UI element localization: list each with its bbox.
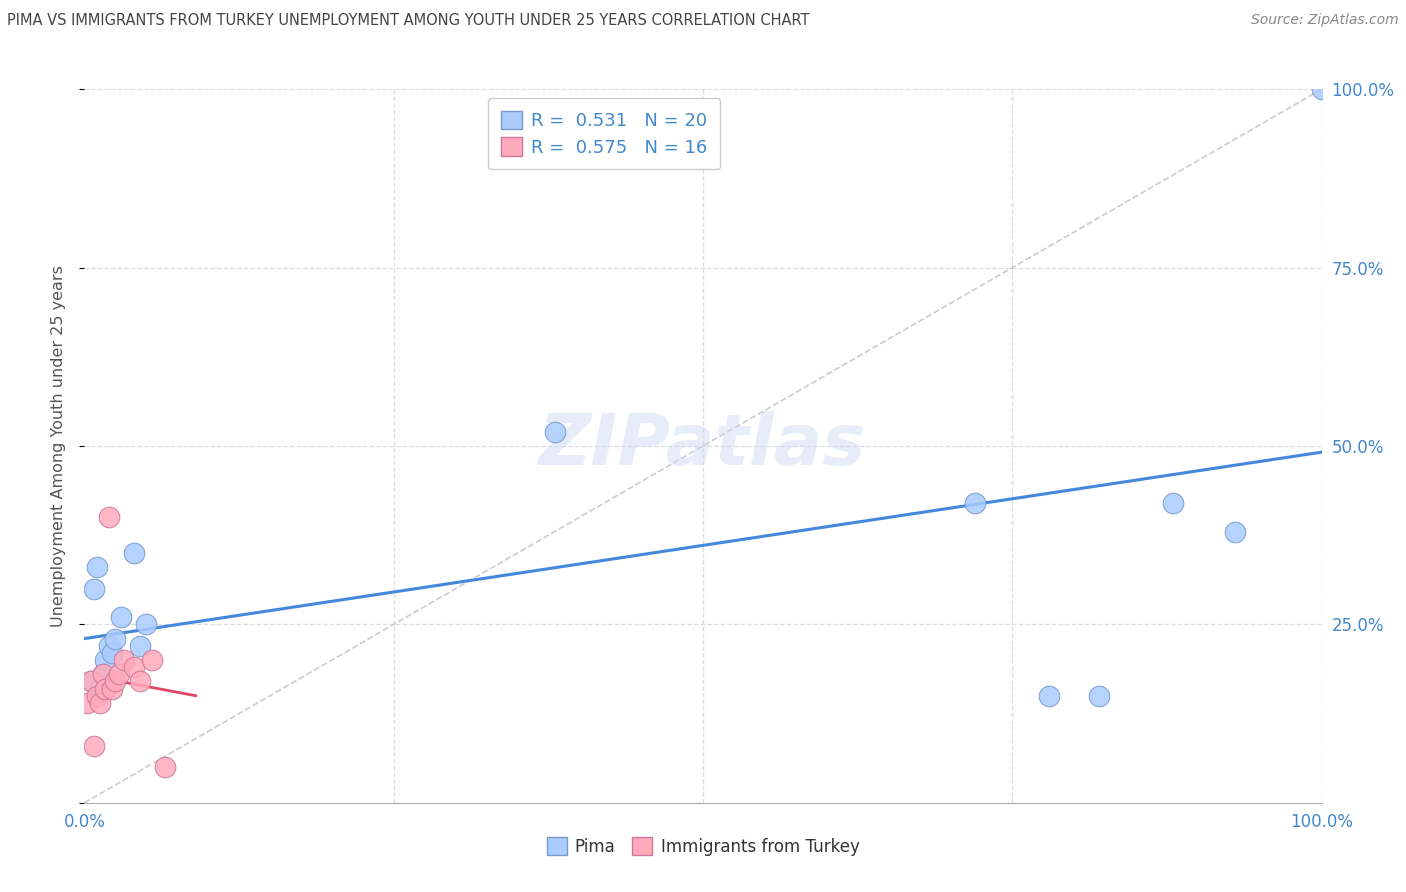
Point <box>76 696 98 710</box>
Point <box>89 681 111 696</box>
Y-axis label: Unemployment Among Youth under 25 years: Unemployment Among Youth under 25 years <box>51 265 66 627</box>
Point <box>91 667 114 681</box>
Point <box>141 653 163 667</box>
Point <box>89 696 111 710</box>
Point <box>104 632 127 646</box>
Point <box>1038 689 1060 703</box>
Point <box>86 689 108 703</box>
Point <box>1161 496 1184 510</box>
Point <box>1310 82 1333 96</box>
Text: PIMA VS IMMIGRANTS FROM TURKEY UNEMPLOYMENT AMONG YOUTH UNDER 25 YEARS CORRELATI: PIMA VS IMMIGRANTS FROM TURKEY UNEMPLOYM… <box>7 13 810 29</box>
Point <box>1223 524 1246 539</box>
Point <box>965 496 987 510</box>
Point <box>153 760 176 774</box>
Point <box>110 610 132 624</box>
Point <box>83 582 105 596</box>
Point <box>129 639 152 653</box>
Point <box>108 667 131 681</box>
Point <box>98 510 121 524</box>
Point <box>79 674 101 689</box>
Point <box>112 653 135 667</box>
Point <box>135 617 157 632</box>
Point <box>543 425 565 439</box>
Point <box>91 667 114 681</box>
Point <box>100 681 122 696</box>
Point <box>83 739 105 753</box>
Point <box>94 681 117 696</box>
Point <box>1088 689 1111 703</box>
Point <box>86 560 108 574</box>
Legend: Pima, Immigrants from Turkey: Pima, Immigrants from Turkey <box>540 830 866 863</box>
Point <box>94 653 117 667</box>
Point <box>122 660 145 674</box>
Text: ZIPatlas: ZIPatlas <box>540 411 866 481</box>
Point <box>79 674 101 689</box>
Text: Source: ZipAtlas.com: Source: ZipAtlas.com <box>1251 13 1399 28</box>
Point <box>122 546 145 560</box>
Point <box>104 674 127 689</box>
Point <box>129 674 152 689</box>
Point <box>98 639 121 653</box>
Point <box>100 646 122 660</box>
